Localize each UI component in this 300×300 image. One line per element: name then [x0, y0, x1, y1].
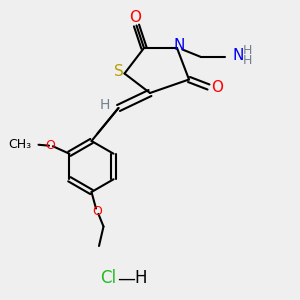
Text: O: O — [93, 205, 102, 218]
Text: S: S — [114, 64, 123, 80]
Text: H: H — [135, 269, 147, 287]
Text: H: H — [100, 98, 110, 112]
Text: —: — — [117, 269, 135, 287]
Text: CH₃: CH₃ — [8, 138, 31, 151]
Text: O: O — [212, 80, 224, 94]
Text: O: O — [129, 10, 141, 25]
Text: N: N — [233, 48, 244, 63]
Text: H: H — [243, 53, 252, 67]
Text: N: N — [174, 38, 185, 53]
Text: H: H — [243, 44, 252, 58]
Text: O: O — [45, 139, 55, 152]
Text: Cl: Cl — [100, 269, 116, 287]
